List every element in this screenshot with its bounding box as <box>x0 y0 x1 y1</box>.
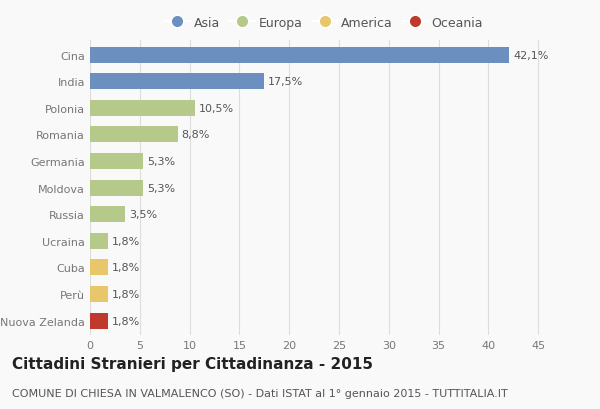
Bar <box>90 47 509 63</box>
Bar <box>90 286 108 302</box>
Text: COMUNE DI CHIESA IN VALMALENCO (SO) - Dati ISTAT al 1° gennaio 2015 - TUTTITALIA: COMUNE DI CHIESA IN VALMALENCO (SO) - Da… <box>12 389 508 398</box>
Text: 5,3%: 5,3% <box>147 183 175 193</box>
Bar <box>90 260 108 276</box>
Text: Cittadini Stranieri per Cittadinanza - 2015: Cittadini Stranieri per Cittadinanza - 2… <box>12 356 373 371</box>
Bar <box>90 233 108 249</box>
Text: 5,3%: 5,3% <box>147 157 175 166</box>
Text: 1,8%: 1,8% <box>112 316 140 326</box>
Bar <box>90 207 125 222</box>
Text: 17,5%: 17,5% <box>268 77 304 87</box>
Text: 1,8%: 1,8% <box>112 236 140 246</box>
Text: 10,5%: 10,5% <box>199 103 233 114</box>
Bar <box>90 154 143 170</box>
Text: 3,5%: 3,5% <box>129 210 157 220</box>
Text: 1,8%: 1,8% <box>112 263 140 273</box>
Text: 1,8%: 1,8% <box>112 289 140 299</box>
Text: 42,1%: 42,1% <box>513 50 548 61</box>
Bar <box>90 313 108 329</box>
Bar <box>90 101 194 117</box>
Bar <box>90 127 178 143</box>
Legend: Asia, Europa, America, Oceania: Asia, Europa, America, Oceania <box>160 12 488 35</box>
Bar <box>90 74 264 90</box>
Text: 8,8%: 8,8% <box>182 130 210 140</box>
Bar <box>90 180 143 196</box>
